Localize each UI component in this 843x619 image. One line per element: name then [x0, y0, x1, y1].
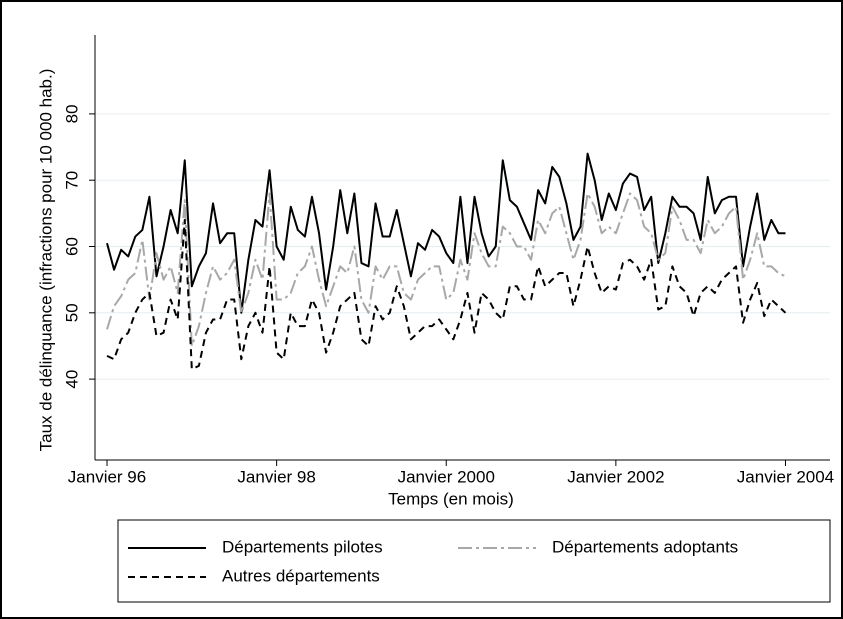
legend-box: [117, 519, 831, 603]
x-tick-label: Janvier 2004: [737, 467, 834, 486]
series-line: [106, 218, 787, 371]
y-tick-label: 80: [62, 104, 81, 123]
x-axis-label: Temps (en mois): [388, 489, 514, 508]
x-tick-label: Janvier 2000: [398, 467, 495, 486]
y-tick-label: 70: [62, 171, 81, 190]
series-line: [106, 152, 786, 314]
x-tick-label: Janvier 98: [237, 467, 315, 486]
legend-label: Autres départements: [222, 566, 380, 585]
x-tick-label: Janvier 96: [68, 467, 146, 486]
series-line: [106, 192, 786, 347]
y-tick-label: 40: [62, 370, 81, 389]
y-tick-label: 60: [62, 237, 81, 256]
y-tick-label: 50: [62, 303, 81, 322]
legend-label: Départements pilotes: [222, 537, 383, 556]
x-tick-label: Janvier 2002: [567, 467, 664, 486]
legend-label: Départements adoptants: [552, 537, 738, 556]
y-axis-label: Taux de délinquance (infractions pour 10…: [36, 69, 55, 452]
